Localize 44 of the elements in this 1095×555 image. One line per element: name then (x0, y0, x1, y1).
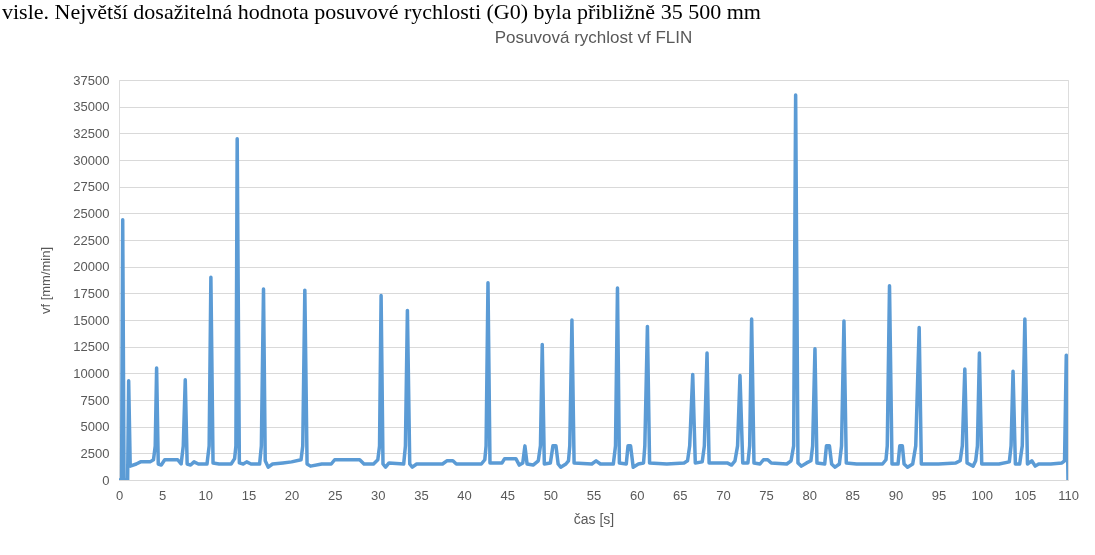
y-tick-label: 0 (102, 472, 110, 488)
y-tick-label: 25000 (73, 205, 110, 221)
x-tick-label: 45 (500, 487, 515, 503)
x-tick-label: 70 (716, 487, 731, 503)
y-tick-label: 5000 (80, 419, 110, 435)
x-tick-label: 10 (198, 487, 214, 503)
chart-title: Posuvová rychlost vf FLIN (494, 28, 693, 47)
x-tick-label: 20 (284, 487, 300, 503)
y-tick-label: 37500 (73, 72, 110, 88)
x-tick-label: 15 (241, 487, 257, 503)
y-tick-label: 12500 (73, 339, 110, 355)
x-tick-label: 100 (971, 487, 994, 503)
x-tick-label: 25 (327, 487, 343, 503)
x-tick-label: 30 (371, 487, 386, 503)
x-tick-label: 65 (673, 487, 688, 503)
y-tick-label: 20000 (73, 259, 110, 275)
text: visle. Největší dosažitelná hodnota posuvové rychlosti (G0) byla přibližně 35 500 mm (2, 0, 761, 24)
x-tick-label: 35 (414, 487, 429, 503)
y-tick-label: 2500 (80, 445, 110, 461)
y-tick-label: 22500 (73, 232, 110, 248)
y-tick-label: 7500 (80, 392, 110, 408)
x-tick-label: 50 (543, 487, 559, 503)
x-tick-label: 75 (759, 487, 774, 503)
y-tick-label: 32500 (73, 125, 110, 141)
y-tick-label: 10000 (73, 365, 110, 381)
x-tick-label: 80 (802, 487, 817, 503)
y-tick-label: 17500 (73, 285, 110, 301)
line-series (119, 93, 1068, 480)
x-tick-label: 5 (159, 487, 167, 503)
x-tick-label: 85 (845, 487, 861, 503)
y-axis-title: vf [mm/min] (38, 246, 54, 315)
x-tick-label: 105 (1014, 487, 1037, 503)
x-tick-label: 55 (586, 487, 602, 503)
x-tick-label: 110 (1058, 487, 1079, 503)
y-tick-label: 27500 (73, 179, 110, 195)
x-tick-label: 0 (115, 487, 124, 503)
y-tick-label: 35000 (73, 99, 110, 115)
y-tick-label: 30000 (73, 152, 110, 168)
x-tick-label: 90 (888, 487, 904, 503)
x-tick-label: 40 (457, 487, 472, 503)
y-tick-label: 15000 (73, 312, 110, 328)
x-axis-title: čas [s] (573, 510, 615, 527)
x-tick-label: 60 (629, 487, 645, 503)
x-tick-label: 95 (931, 487, 947, 503)
